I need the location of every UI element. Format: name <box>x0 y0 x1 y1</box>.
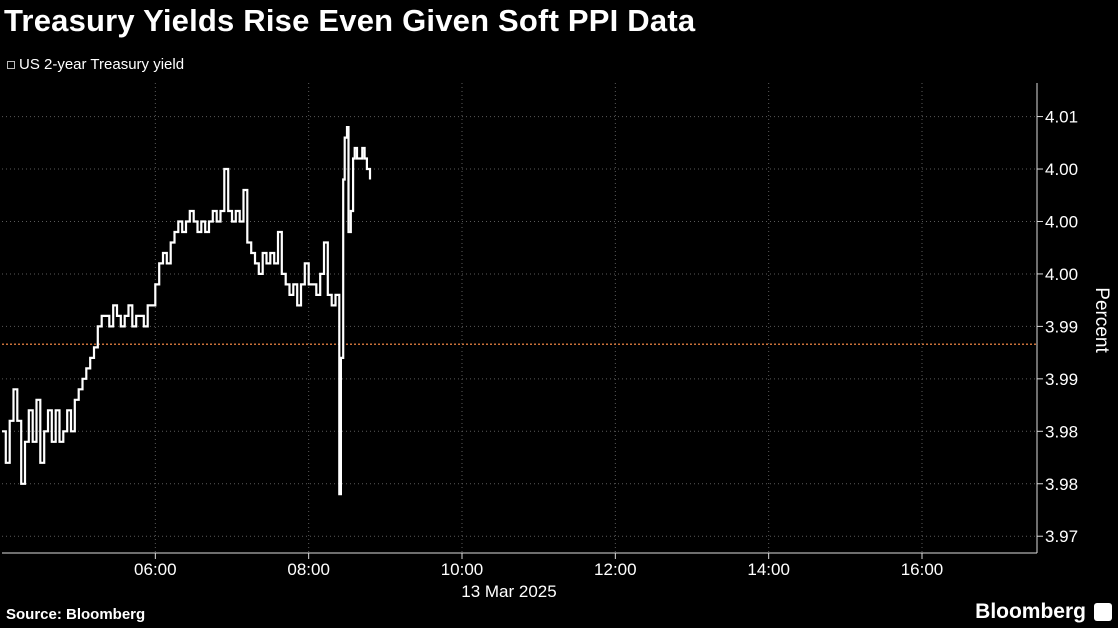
x-tick-label: 12:00 <box>594 560 637 579</box>
tick-labels: 06:00 08:00 10:00 12:00 14:00 16:00 3.97 3.98 3.… <box>134 108 1078 579</box>
y-tick-label: 3.99 <box>1045 317 1078 336</box>
y-tick-label: 3.97 <box>1045 527 1078 546</box>
source-note: Source: Bloomberg <box>6 606 146 623</box>
x-tick-label: 10:00 <box>441 560 484 579</box>
x-tick-label: 16:00 <box>901 560 944 579</box>
series-line-us-2y <box>2 126 372 496</box>
chart-title: Treasury Yields Rise Even Given Soft PPI… <box>4 3 696 38</box>
y-tick-label: 4.00 <box>1045 160 1078 179</box>
axes <box>2 83 1043 559</box>
y-tick-label: 4.00 <box>1045 212 1078 231</box>
bloomberg-logo: Bloomberg <box>975 600 1086 623</box>
y-tick-label: 3.98 <box>1045 475 1078 494</box>
x-tick-label: 08:00 <box>287 560 330 579</box>
grid <box>2 83 1037 553</box>
series-group <box>2 126 372 496</box>
legend-label: US 2-year Treasury yield <box>19 56 185 73</box>
x-axis-label: 13 Mar 2025 <box>461 582 556 601</box>
y-axis-label: Percent <box>1091 287 1112 353</box>
y-tick-label: 4.01 <box>1045 108 1078 127</box>
y-tick-label: 4.00 <box>1045 265 1078 284</box>
legend-swatch <box>7 60 15 69</box>
legend: US 2-year Treasury yield <box>7 56 184 73</box>
y-tick-label: 3.98 <box>1045 422 1078 441</box>
x-tick-label: 14:00 <box>747 560 790 579</box>
bloomberg-terminal-icon <box>1094 603 1112 621</box>
x-tick-label: 06:00 <box>134 560 177 579</box>
y-tick-label: 3.99 <box>1045 370 1078 389</box>
